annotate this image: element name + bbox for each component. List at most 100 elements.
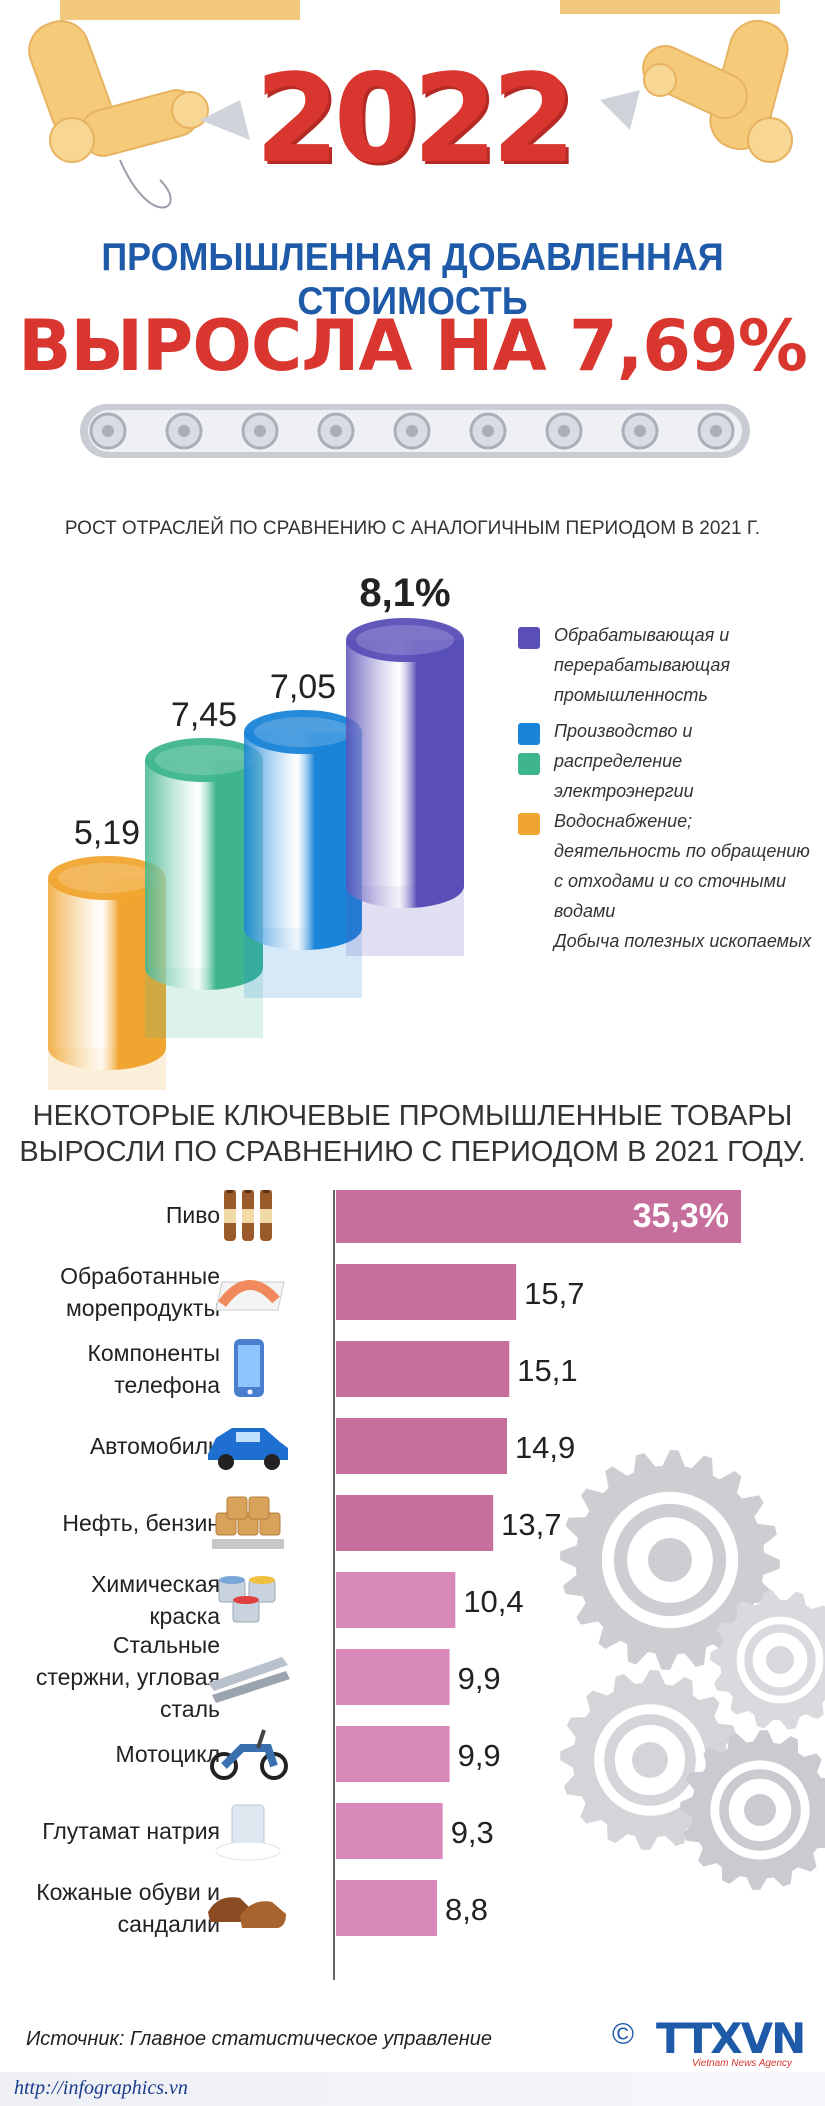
bar — [336, 1649, 450, 1705]
category-label: Автомобиль — [90, 1433, 220, 1459]
gear-icon — [697, 412, 735, 450]
bar — [336, 1726, 450, 1782]
cylinder-top — [145, 738, 263, 782]
legend-item: Водоснабжение; деятельность по обращению с… — [518, 806, 818, 956]
bar — [336, 1418, 507, 1474]
cylinder-body — [48, 878, 166, 1070]
category-label: Химическая — [91, 1571, 220, 1597]
bar-value-label: 7,05 — [270, 668, 336, 706]
category-label: Нефть, бензин — [62, 1510, 220, 1536]
legend-label: промышленность — [554, 685, 708, 705]
category-label: сталь — [160, 1696, 220, 1722]
bar — [336, 1572, 456, 1628]
category-label: Мотоцикл — [115, 1741, 220, 1767]
phone-icon — [234, 1339, 264, 1397]
bar-row: 13,7 Нефть, бензин — [62, 1495, 562, 1551]
bar-value-label: 14,9 — [515, 1430, 575, 1465]
robot-arm-left-icon — [28, 20, 209, 163]
horizontal-bar-chart: 35,3%Пиво15,7Обработанныеморепродукты15,… — [36, 1190, 825, 1980]
cylinder-bar-1 — [48, 856, 166, 1090]
section2-title-line1: НЕКОТОРЫЕ КЛЮЧЕВЫЕ ПРОМЫШЛЕННЫЕ ТОВАРЫ — [32, 1100, 793, 1132]
gear-icon — [710, 1590, 825, 1730]
legend-label: Добыча полезных ископаемых — [554, 931, 812, 951]
legend-item: Производство и — [518, 716, 818, 746]
gear-icon — [560, 1450, 780, 1670]
steel-beams-icon — [208, 1657, 290, 1703]
bar-value-label: 9,9 — [458, 1661, 501, 1696]
category-label: стержни, угловая — [36, 1664, 220, 1690]
bar-value-label: 8,8 — [445, 1892, 488, 1927]
legend-label: электроэнергии — [554, 781, 694, 801]
legend-swatch — [518, 753, 540, 775]
year-title: 2022 — [254, 48, 577, 190]
legend-label: Производство и — [554, 721, 693, 741]
section2-title: НЕКОТОРЫЕ КЛЮЧЕВЫЕ ПРОМЫШЛЕННЫЕ ТОВАРЫ В… — [0, 1098, 825, 1170]
bar-row: 9,9 Мотоцикл — [115, 1726, 501, 1782]
bar-value-label: 5,19 — [74, 814, 140, 852]
legend-label: с отходами и со сточными — [554, 871, 786, 891]
beer-bottles-icon — [224, 1190, 272, 1241]
gear-icon — [393, 412, 431, 450]
category-label: Компоненты — [87, 1340, 220, 1366]
conveyor-wheels — [89, 412, 735, 450]
footer-bar — [0, 2072, 825, 2106]
bar-value-label: 9,3 — [451, 1815, 494, 1850]
paint-cans-icon — [218, 1576, 276, 1623]
bar — [336, 1495, 494, 1551]
category-label: Кожаные обуви и — [36, 1879, 220, 1905]
category-label: Стальные — [113, 1632, 220, 1658]
bar — [336, 1190, 741, 1243]
bar-row: 9,3 Глутамат натрия — [42, 1803, 494, 1861]
ttxvn-logo: © TTXVN Vietnam News Agency — [612, 2014, 817, 2070]
bar-value-label: 7,45 — [171, 696, 237, 734]
category-label: Обработанные — [60, 1263, 220, 1289]
bar-value-label: 10,4 — [463, 1584, 523, 1619]
legend-label: распределение — [554, 751, 683, 771]
bar-row: 10,4 Химическая краска — [91, 1571, 524, 1629]
car-icon — [208, 1428, 288, 1470]
gears-decoration — [560, 1450, 825, 1890]
bar — [336, 1341, 510, 1397]
bar-value-label: 35,3% — [633, 1197, 729, 1235]
seasoning-icon — [215, 1804, 281, 1861]
source-note: Источник: Главное статистическое управле… — [26, 2028, 492, 2050]
oil-barrels-icon — [212, 1496, 284, 1549]
legend-label: деятельность по обращению — [554, 841, 810, 861]
shoes-icon — [208, 1897, 286, 1928]
gear-icon — [545, 412, 583, 450]
chart1-legend: Обрабатывающая и перерабатывающая промышле… — [518, 620, 818, 956]
bar-row: 8,8 Кожаные обуви и сандалии — [36, 1879, 488, 1937]
cylinder-bar-2 — [145, 738, 263, 1038]
gear-icon — [317, 412, 355, 450]
website-link[interactable]: http://infographics.vn — [14, 2077, 188, 2099]
cylinder-top — [48, 856, 166, 900]
logo-text: TTXVN — [656, 2014, 806, 2063]
gear-icon — [165, 412, 203, 450]
category-label: сандалии — [118, 1911, 220, 1937]
logo-subtitle: Vietnam News Agency — [692, 2058, 793, 2069]
bar-value-label: 9,9 — [458, 1738, 501, 1773]
section1-title: РОСТ ОТРАСЛЕЙ ПО СРАВНЕНИЮ С АНАЛОГИЧНЫМ… — [64, 518, 761, 539]
legend-item: Обрабатывающая и перерабатывающая промышле… — [518, 620, 818, 710]
copyright-icon: © — [612, 2018, 635, 2051]
gear-icon — [89, 412, 127, 450]
legend-label: водами — [554, 901, 616, 921]
bar — [336, 1880, 437, 1936]
bar-value-label: 15,7 — [524, 1276, 584, 1311]
bar-row: 15,1 Компоненты телефона — [87, 1339, 578, 1398]
section2-title-line2: ВЫРОСЛИ ПО СРАВНЕНИЮ С ПЕРИОДОМ В 2021 Г… — [19, 1136, 806, 1168]
cylinder-bar-4 — [346, 618, 464, 956]
cylinder-body — [145, 760, 263, 990]
cylinder-bar-3 — [244, 710, 362, 998]
cylinder-top — [244, 710, 362, 754]
page-headline: ВЫРОСЛА НА 7,69% — [18, 305, 808, 387]
bar-row: 9,9 Стальные стержни, угловая сталь — [36, 1632, 501, 1722]
bar-value-label: 15,1 — [517, 1353, 577, 1388]
cylinder-body — [244, 732, 362, 950]
gear-icon — [241, 412, 279, 450]
motorcycle-icon — [210, 1729, 288, 1780]
legend-label: Обрабатывающая и — [554, 625, 730, 645]
bar — [336, 1803, 443, 1859]
bar-row: 35,3% Пиво — [166, 1190, 741, 1243]
gear-icon — [680, 1730, 825, 1890]
